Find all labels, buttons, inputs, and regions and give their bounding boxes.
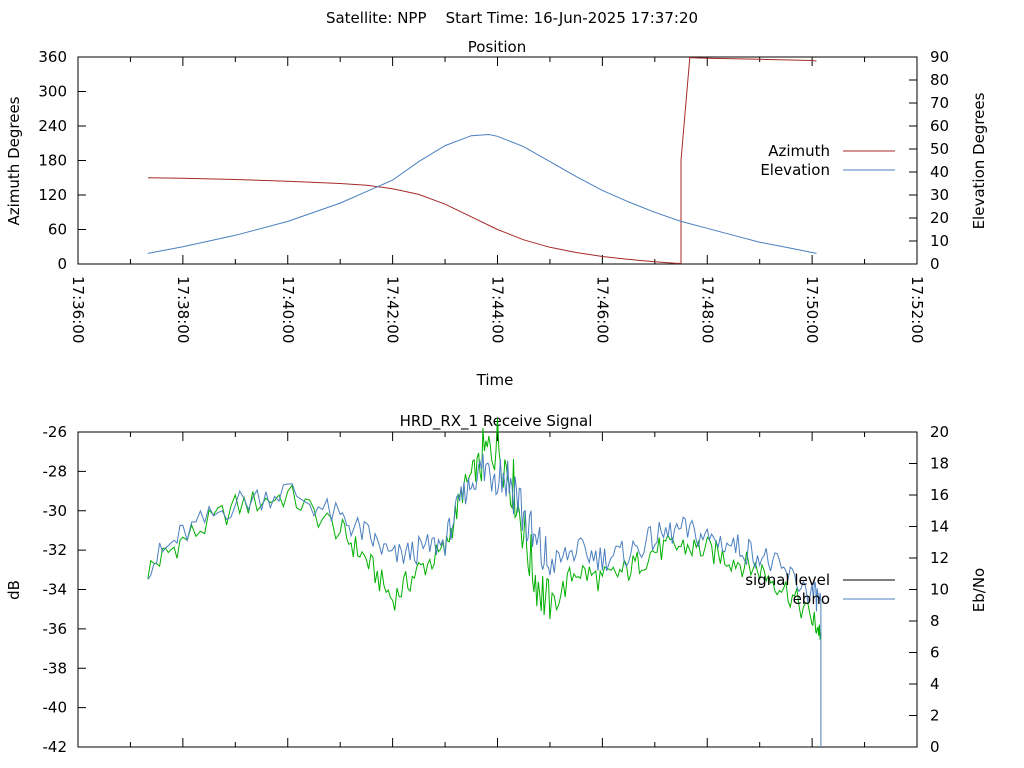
position-y-tick-label: 60 — [48, 221, 67, 239]
receive-signal-y-tick-label: -42 — [43, 738, 68, 756]
position-x-tick-label: 17:36:00 — [69, 276, 87, 343]
position-x-tick-label: 17:52:00 — [908, 276, 926, 343]
position-y2-tick-label: 0 — [930, 255, 940, 273]
position-y-tick-label: 240 — [38, 117, 67, 135]
position-y-tick-label: 180 — [38, 152, 67, 170]
position-y2-tick-label: 10 — [930, 232, 949, 250]
position-x-tick-label: 17:48:00 — [698, 276, 716, 343]
position-x-tick-label: 17:46:00 — [593, 276, 611, 343]
receive-signal-y2-tick-label: 12 — [930, 549, 949, 567]
position-y2-tick-label: 40 — [930, 163, 949, 181]
position-y2-tick-label: 70 — [930, 94, 949, 112]
receive-signal-y2-tick-label: 6 — [930, 644, 940, 662]
position-x-tick-label: 17:42:00 — [384, 276, 402, 343]
receive-signal-chart: HRD_RX_1 Receive Signal -42 -40 -38 -36 -34 -… — [5, 412, 988, 756]
receive-signal-y-tick-label: -28 — [43, 462, 68, 480]
receive-signal-y2-tick-label: 18 — [930, 455, 949, 473]
position-y2-tick-label: 30 — [930, 186, 949, 204]
position-y2-tick-label: 50 — [930, 140, 949, 158]
receive-signal-series-signal-level-line — [147, 418, 822, 640]
receive-signal-y-tick-label: -26 — [43, 423, 68, 441]
receive-signal-y2-tick-label: 14 — [930, 518, 949, 536]
receive-signal-y-tick-label: -40 — [43, 699, 68, 717]
position-y-tick-label: 360 — [38, 48, 67, 66]
receive-signal-y-axis-label: dB — [5, 580, 23, 600]
position-legend-label: Azimuth — [768, 142, 830, 160]
position-x-tick-label: 17:40:00 — [279, 276, 297, 343]
receive-signal-y-tick-label: -36 — [43, 620, 68, 638]
receive-signal-y2-tick-label: 2 — [930, 707, 940, 725]
figure-title: Satellite: NPP Start Time: 16-Jun-2025 1… — [326, 9, 698, 27]
position-x-tick-label: 17:38:00 — [174, 276, 192, 343]
position-series-elevation-line — [147, 133, 817, 254]
receive-signal-y2-tick-label: 10 — [930, 581, 949, 599]
receive-signal-plot-border — [77, 431, 918, 748]
position-y-tick-label: 300 — [38, 83, 67, 101]
receive-signal-series-ebno-line — [147, 454, 822, 747]
position-chart-title: Position — [468, 38, 526, 56]
position-chart: Position 17:36:00 17:38:00 17:40:00 17:42:0… — [5, 38, 988, 389]
receive-signal-y-tick-label: -32 — [43, 541, 68, 559]
receive-signal-chart-title: HRD_RX_1 Receive Signal — [400, 412, 593, 431]
position-y2-tick-label: 60 — [930, 117, 949, 135]
position-x-axis-label: Time — [476, 371, 514, 389]
position-y2-tick-label: 20 — [930, 209, 949, 227]
position-x-tick-label: 17:44:00 — [489, 276, 507, 343]
position-legend-label: Elevation — [760, 161, 830, 179]
receive-signal-y2-axis-label: Eb/No — [970, 568, 988, 612]
position-y2-tick-label: 80 — [930, 71, 949, 89]
receive-signal-legend-label: ebno — [793, 590, 830, 608]
position-y-axis-label: Azimuth Degrees — [5, 96, 23, 225]
position-y2-axis-label: Elevation Degrees — [970, 92, 988, 229]
position-series-azimuth-line — [147, 57, 817, 264]
receive-signal-y-tick-label: -30 — [43, 502, 68, 520]
receive-signal-y2-tick-label: 4 — [930, 675, 940, 693]
receive-signal-y2-tick-label: 20 — [930, 423, 949, 441]
receive-signal-y2-tick-label: 0 — [930, 738, 940, 756]
receive-signal-y2-tick-label: 16 — [930, 486, 949, 504]
position-x-tick-label: 17:50:00 — [803, 276, 821, 343]
receive-signal-y2-tick-label: 8 — [930, 612, 940, 630]
position-y-tick-label: 120 — [38, 186, 67, 204]
position-y-tick-label: 0 — [57, 255, 67, 273]
receive-signal-y-tick-label: -38 — [43, 659, 68, 677]
receive-signal-legend-label: signal level — [745, 571, 830, 589]
receive-signal-y-tick-label: -34 — [43, 581, 68, 599]
position-y2-tick-label: 90 — [930, 48, 949, 66]
